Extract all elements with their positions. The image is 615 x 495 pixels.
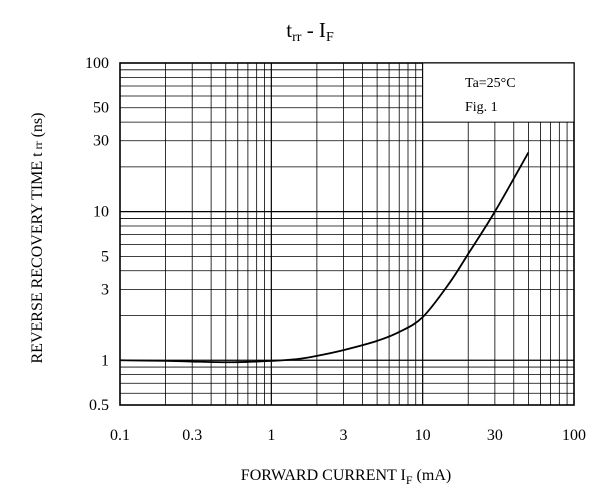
x-tick-label: 100 (562, 427, 586, 444)
y-tick-label: 100 (85, 55, 109, 72)
x-axis-label-main: FORWARD CURRENT I (241, 467, 406, 484)
x-tick-label: 10 (415, 427, 431, 444)
y-axis-label: REVERSE RECOVERY TIME t rr (ns) (29, 112, 46, 363)
legend-panel (422, 62, 575, 123)
ticks: 0.1 0.3 1 3 10 30 100 0.5 1 3 5 10 30 50 100 (85, 55, 586, 444)
series (119, 152, 530, 364)
x-tick-label: 3 (340, 427, 348, 444)
legend-box (422, 62, 575, 123)
title-sub: rr (292, 30, 302, 45)
y-tick-label: 1 (101, 352, 109, 369)
series-line (119, 152, 530, 364)
title-sub2: F (326, 30, 334, 45)
y-tick-label: 30 (93, 133, 109, 150)
y-tick-label: 10 (93, 204, 109, 221)
x-axis-label: FORWARD CURRENT IF (mA) (241, 467, 451, 487)
x-tick-label: 0.3 (182, 427, 202, 444)
x-axis-label-sub: F (406, 473, 413, 487)
x-tick-label: 30 (487, 427, 503, 444)
plot-border (119, 62, 575, 406)
y-axis-label-sub: rr (31, 141, 45, 152)
title-main: t (286, 18, 292, 42)
y-axis-label-main: REVERSE RECOVERY TIME t (29, 152, 46, 364)
chart-title: trr - IF (286, 18, 334, 45)
annotation-temperature: Ta=25°C (465, 76, 516, 91)
y-tick-label: 0.5 (89, 397, 109, 414)
y-tick-label: 50 (93, 100, 109, 117)
y-tick-label: 3 (101, 281, 109, 298)
y-tick-label: 5 (101, 248, 109, 265)
y-axis-label-unit: (ns) (29, 112, 46, 141)
title-mid: - I (301, 18, 326, 42)
plot-frame (119, 62, 575, 406)
annotation-figure: Fig. 1 (465, 100, 498, 115)
x-tick-label: 1 (267, 427, 275, 444)
x-tick-label: 0.1 (110, 427, 130, 444)
x-axis-label-unit: (mA) (413, 467, 452, 484)
